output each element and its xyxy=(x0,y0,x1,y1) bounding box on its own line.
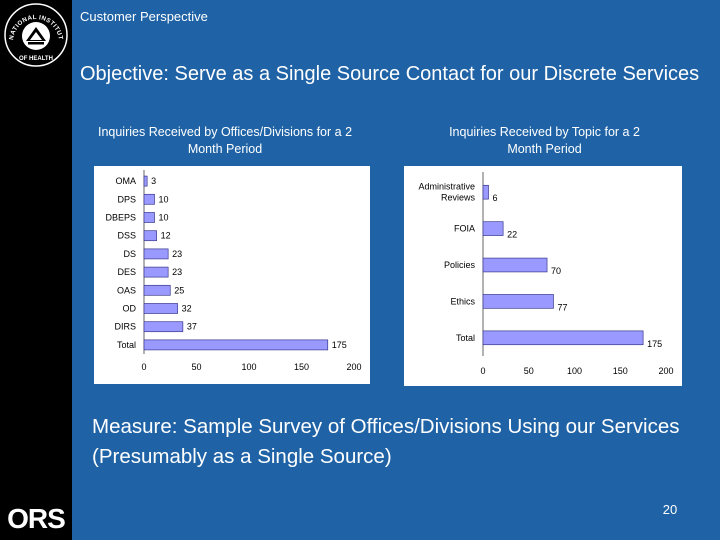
bar-dbeps xyxy=(143,212,155,223)
data-label: 70 xyxy=(551,266,561,276)
ors-logo: ORS xyxy=(7,503,66,534)
bar-oas xyxy=(143,284,171,296)
category-label: DS xyxy=(123,249,136,259)
bar-dirs xyxy=(143,321,184,333)
svg-text:OF HEALTH: OF HEALTH xyxy=(19,56,53,62)
chart2-panel: Administrative Reviews 6 FOIA 22 Policies 70 Et… xyxy=(404,166,682,386)
chart1-panel: OMA 3 DPS 10 DBEPS 10 DSS 12 DS 23 DES 23 OAS 25 OD 32 D… xyxy=(94,166,370,384)
category-label: Total xyxy=(456,333,475,343)
data-label: 175 xyxy=(332,340,347,350)
page-number: 20 xyxy=(662,502,678,517)
slide-header: Customer Perspective xyxy=(80,9,208,24)
bar-dss xyxy=(143,230,157,242)
category-label: FOIA xyxy=(454,224,475,234)
bar-administrative-reviews xyxy=(482,184,489,200)
category-label: DIRS xyxy=(114,322,136,332)
bar-policies xyxy=(482,257,548,273)
x-tick-label: 200 xyxy=(346,362,361,372)
bar-dps xyxy=(143,193,155,205)
chart1-title: Inquiries Received by Offices/Divisions … xyxy=(97,125,353,156)
category-label: Administrative Reviews xyxy=(418,182,475,203)
bar-total xyxy=(482,330,644,346)
category-label: DBEPS xyxy=(105,213,136,223)
bar-od xyxy=(143,303,178,314)
bar-ds xyxy=(143,248,169,260)
data-label: 6 xyxy=(492,193,497,203)
category-label: DPS xyxy=(117,194,136,204)
data-label: 77 xyxy=(557,302,567,312)
category-label: Ethics xyxy=(450,296,475,306)
data-label: 23 xyxy=(172,249,182,259)
category-label: DES xyxy=(117,267,136,277)
data-label: 37 xyxy=(187,322,197,332)
bar-ethics xyxy=(482,294,554,309)
category-label: Total xyxy=(117,340,136,350)
category-label: OAS xyxy=(117,285,136,295)
x-tick-label: 200 xyxy=(658,366,673,376)
x-tick-label: 50 xyxy=(524,366,534,376)
x-tick-label: 100 xyxy=(241,362,256,372)
x-tick-label: 150 xyxy=(294,362,309,372)
data-label: 10 xyxy=(159,194,169,204)
category-label: DSS xyxy=(117,231,136,241)
topics-bar-chart: Administrative Reviews 6 FOIA 22 Policies 70 Et… xyxy=(418,172,674,376)
bar-total xyxy=(143,339,329,351)
data-label: 12 xyxy=(161,231,171,241)
nih-seal-logo: NATIONAL INSTITUTES OF HEALTH xyxy=(1,0,69,68)
chart2-title: Inquiries Received by Topic for a 2 Mont… xyxy=(449,125,640,156)
category-label: OD xyxy=(123,304,137,314)
objective-text: Objective: Serve as a Single Source Cont… xyxy=(80,63,700,85)
data-label: 23 xyxy=(172,267,182,277)
data-label: 25 xyxy=(174,285,184,295)
data-label: 32 xyxy=(182,304,192,314)
bar-foia xyxy=(482,221,504,236)
bar-oma xyxy=(143,175,148,187)
data-label: 3 xyxy=(151,176,156,186)
x-tick-label: 50 xyxy=(191,362,201,372)
bar-des xyxy=(143,266,169,278)
data-label: 10 xyxy=(159,213,169,223)
sidebar: NATIONAL INSTITUTES OF HEALTH ORS xyxy=(0,0,72,540)
offices-bar-chart: OMA 3 DPS 10 DBEPS 10 DSS 12 DS 23 DES 23 OAS 25 OD 32 D… xyxy=(105,170,362,372)
measure-text: Measure: Sample Survey of Offices/Divisi… xyxy=(92,415,680,468)
x-tick-label: 150 xyxy=(613,366,628,376)
x-tick-label: 100 xyxy=(567,366,582,376)
data-label: 22 xyxy=(507,230,517,240)
data-label: 175 xyxy=(647,339,662,349)
x-tick-label: 0 xyxy=(141,362,146,372)
category-label: Policies xyxy=(444,260,476,270)
x-tick-label: 0 xyxy=(480,366,485,376)
category-label: OMA xyxy=(115,176,136,186)
